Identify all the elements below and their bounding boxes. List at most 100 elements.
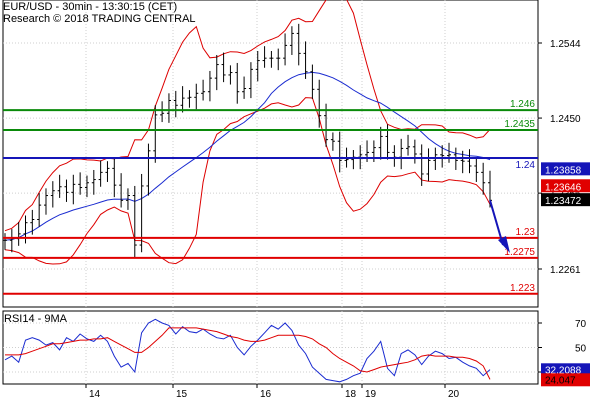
x-tick-label: 18 [345,389,357,400]
candle [194,83,199,110]
candle [187,90,192,108]
candle [173,90,178,118]
price-tick-label: 1.2450 [550,114,581,125]
candle [303,41,308,79]
rsi-tag-label: 24.047 [545,375,576,386]
pivot-label: 1.24 [516,160,536,171]
candle [426,148,431,182]
candle [180,86,185,113]
rsi-tick-label: 50 [575,344,587,355]
candle [146,143,151,196]
candle [119,173,124,208]
candle [153,105,158,163]
candle [399,138,404,170]
moving-average-line [4,71,491,241]
candle [255,50,260,82]
candle [214,54,219,91]
bollinger-lower-line [4,97,491,265]
forecast-arrow [489,200,504,246]
candle [248,62,253,99]
rsi-panel-title: RSI14 - 9MA [4,313,68,325]
candle [419,144,424,186]
candle [228,65,233,85]
chart-title: EUR/USD - 30min - 13:30:15 (CET) [3,1,178,13]
support-label: 1.223 [510,283,535,294]
candle [412,139,417,164]
candle [310,64,315,99]
resistance-label: 1.2435 [504,119,535,130]
rsi-line [4,318,491,383]
resistance-label: 1.246 [510,99,535,110]
candle [474,158,479,182]
candle [262,46,267,68]
candle [467,149,472,174]
candle [160,101,165,123]
price-tick-label: 1.2261 [550,265,581,276]
bollinger-upper-line [4,0,491,232]
candle [392,145,397,167]
candle [132,185,137,258]
x-tick-label: 14 [89,389,101,400]
candle [440,145,445,168]
candle [91,169,96,195]
candle [269,50,274,68]
x-tick-label: 16 [260,389,272,400]
candle [30,209,35,235]
rsi-tag-label: 32.2088 [545,365,582,376]
candle [125,188,130,210]
candle [221,52,226,83]
candle [207,70,212,102]
candle [166,93,171,123]
support-label: 1.23 [516,227,536,238]
price-tag [541,162,590,176]
rsi-tag [541,373,590,387]
candle [276,48,281,71]
candle [37,193,42,227]
candle [330,132,335,151]
candle [289,26,294,55]
candle [43,188,48,215]
rsi-tick-label: 70 [575,319,587,330]
candle [78,172,83,195]
price-tag-label: 1.23858 [545,165,582,176]
candle [112,158,117,198]
candle [105,161,110,182]
candle [351,150,356,170]
price-tag [541,179,590,193]
x-tick-label: 15 [176,389,188,400]
x-tick-label: 19 [365,389,377,400]
forecast-arrow-head [498,236,510,253]
candle [235,62,240,104]
price-tick-label: 1.2544 [550,39,581,50]
candle [296,23,301,66]
price-tag-label: 1.23472 [545,196,582,207]
price-tag-label: 1.23646 [545,182,582,193]
candle [84,175,89,198]
candle [50,181,55,208]
candle [64,179,69,202]
candle [201,79,206,101]
support-label: 1.2275 [504,247,535,258]
candle [3,233,7,250]
x-tick-label: 20 [448,389,460,400]
candle [98,160,103,187]
candle [23,215,28,244]
candle [9,229,14,253]
candle [378,126,383,160]
candle [406,134,411,156]
candle [139,173,144,253]
rsi-tag [541,363,590,377]
candle [57,174,62,198]
rsi-ma-line [5,327,491,380]
candle [242,76,247,99]
candle [460,150,465,174]
copyright-note: Research © 2018 TRADING CENTRAL [3,13,196,25]
price-tag [541,193,590,207]
candle [283,33,288,66]
candle [337,131,342,173]
price-panel-frame [2,0,539,308]
candle [16,221,21,246]
candle [317,79,322,128]
candle [447,142,452,163]
